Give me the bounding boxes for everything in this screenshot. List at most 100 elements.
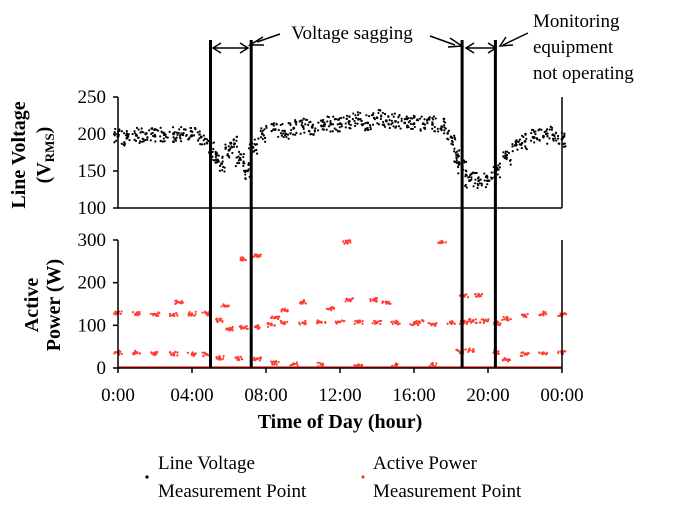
voltage-point [299, 132, 302, 135]
voltage-point [505, 157, 508, 161]
power-point [266, 325, 270, 328]
power-point [215, 318, 218, 322]
power-point [422, 319, 425, 322]
power-point [503, 356, 506, 360]
voltage-point [480, 184, 483, 187]
voltage-point [254, 143, 257, 146]
power-point [202, 355, 205, 358]
voltage-point [522, 135, 525, 139]
voltage-point [302, 125, 305, 128]
voltage-point [314, 127, 317, 130]
voltage-unit-sub: RMS [42, 133, 57, 162]
voltage-point [133, 132, 137, 135]
voltage-point [234, 164, 237, 168]
voltage-point [247, 168, 250, 171]
power-point [304, 319, 307, 322]
power-point [194, 310, 197, 313]
voltage-point [511, 150, 514, 153]
voltage-point [409, 122, 413, 126]
power-point [245, 327, 248, 330]
power-point [225, 327, 228, 330]
voltage-point [198, 130, 201, 133]
power-point [343, 242, 346, 245]
voltage-point [204, 137, 207, 140]
power-point [374, 322, 378, 325]
voltage-point [114, 127, 117, 131]
power-point [541, 353, 544, 356]
voltage-point [292, 127, 295, 130]
voltage-point [467, 176, 470, 179]
power-point [502, 315, 505, 319]
voltage-point [365, 114, 368, 117]
voltage-point [304, 123, 307, 126]
voltage-point [513, 144, 516, 147]
power-point [254, 325, 257, 328]
voltage-point [359, 117, 362, 121]
power-point [521, 354, 524, 357]
power-point [217, 357, 220, 360]
power-point [133, 351, 136, 354]
voltage-point [142, 138, 145, 141]
power-point [563, 312, 566, 315]
voltage-point [215, 154, 218, 157]
voltage-point [454, 160, 457, 164]
power-point [453, 322, 456, 326]
power-point [472, 347, 475, 351]
voltage-point [428, 116, 431, 119]
voltage-point [503, 156, 506, 160]
voltage-point [185, 134, 188, 137]
power-point [341, 319, 344, 322]
legend: Line Voltage Measurement Point Active Po… [145, 453, 522, 502]
voltage-point [391, 113, 394, 116]
power-point [387, 300, 390, 303]
voltage-point [172, 132, 175, 135]
x-axis-label: Time of Day (hour) [258, 411, 423, 433]
voltage-point [292, 133, 295, 136]
voltage-point [261, 137, 264, 141]
voltage-point [349, 123, 352, 127]
voltage-point [226, 153, 229, 156]
voltage-point [235, 145, 239, 148]
voltage-point [295, 131, 298, 135]
voltage-point [182, 131, 185, 135]
voltage-point [242, 162, 245, 165]
power-point [218, 317, 221, 321]
power-point [465, 322, 468, 325]
voltage-point [299, 119, 302, 123]
voltage-point [294, 133, 297, 136]
power-point [559, 313, 562, 316]
power-point [335, 322, 338, 325]
voltage-point [312, 133, 315, 136]
power-point [239, 355, 242, 358]
power-point [361, 319, 364, 323]
power-point [497, 352, 500, 355]
voltage-point [253, 138, 256, 141]
voltage-point [270, 130, 273, 133]
voltage-point [480, 182, 483, 185]
power-point [324, 321, 327, 324]
voltage-point [338, 126, 341, 129]
voltage-point [285, 133, 288, 136]
voltage-point [456, 150, 459, 153]
power-point [187, 314, 190, 317]
power-point [230, 327, 234, 330]
power-point [204, 310, 207, 313]
voltage-panel: 250 200 150 100 Line Voltage (VRMS) [8, 87, 567, 219]
voltage-point [473, 182, 477, 185]
power-point [478, 321, 482, 324]
voltage-point [289, 123, 292, 127]
voltage-point [264, 136, 267, 140]
voltage-point [474, 178, 477, 181]
voltage-point [198, 137, 201, 140]
power-point [382, 301, 385, 304]
voltage-point [275, 122, 278, 126]
power-point [138, 312, 141, 315]
power-y-tick-label: 0 [97, 358, 107, 379]
voltage-point [379, 117, 382, 121]
voltage-point [153, 133, 156, 136]
voltage-point [327, 116, 330, 119]
power-point [435, 321, 438, 325]
power-point [474, 321, 477, 324]
voltage-point [498, 176, 502, 179]
voltage-point [115, 139, 118, 142]
